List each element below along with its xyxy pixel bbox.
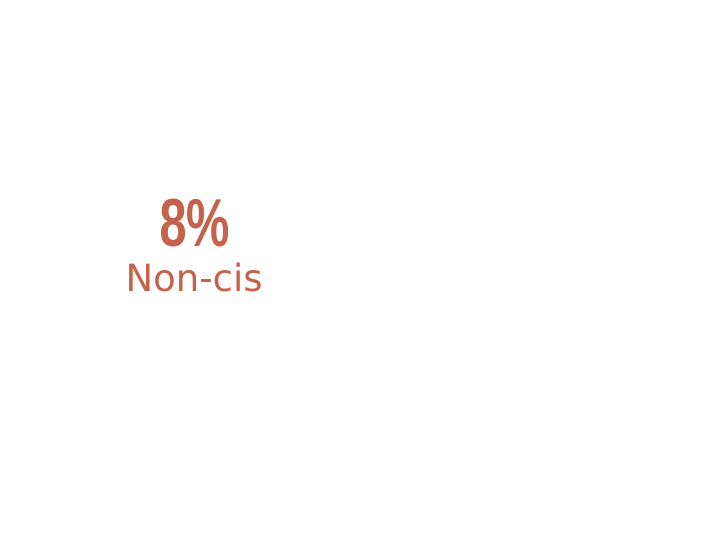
stat-block: 8% Non-cis	[118, 186, 270, 300]
stat-value: 8%	[159, 185, 229, 261]
stat-label: Non-cis	[125, 257, 263, 300]
